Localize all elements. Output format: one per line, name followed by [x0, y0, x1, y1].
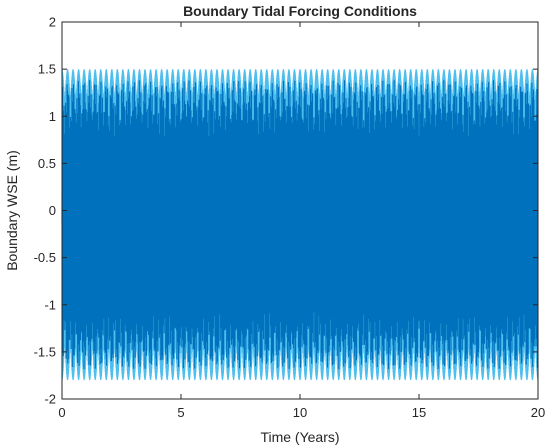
y-tick-label: 2 [49, 15, 56, 30]
x-tick-label: 20 [531, 405, 545, 420]
y-tick-label: 0 [49, 203, 56, 218]
plot-frame [61, 21, 539, 400]
y-tick-label: -1.5 [34, 344, 56, 359]
x-tick-label: 15 [412, 405, 426, 420]
wse-series [61, 69, 539, 381]
x-tick-label: 0 [58, 405, 65, 420]
chart-title: Boundary Tidal Forcing Conditions [183, 3, 417, 19]
y-tick-label: 1.5 [38, 62, 56, 77]
y-tick-label: 1 [49, 109, 56, 124]
y-tick-label: 0.5 [38, 156, 56, 171]
wse-series-line [61, 80, 539, 370]
x-axis-label: Time (Years) [260, 429, 339, 445]
y-tick-label: -0.5 [34, 250, 56, 265]
y-tick-label: -1 [44, 297, 56, 312]
y-tick-label: -2 [44, 392, 56, 407]
x-tick-label: 10 [293, 405, 307, 420]
x-tick-label: 5 [177, 405, 184, 420]
y-axis-label: Boundary WSE (m) [4, 150, 20, 271]
